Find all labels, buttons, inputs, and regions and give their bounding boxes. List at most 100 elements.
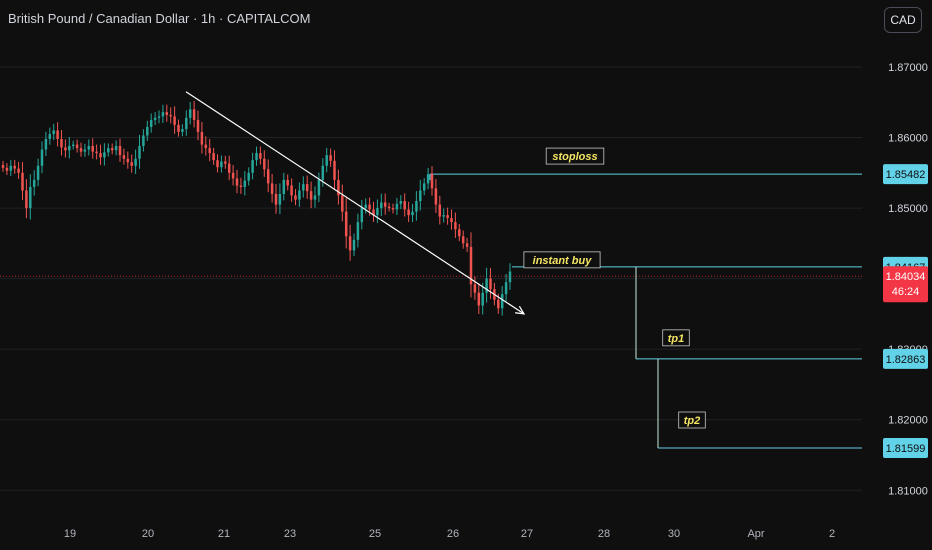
candle-body xyxy=(25,190,28,209)
candle-body xyxy=(321,165,325,180)
x-tick-label: 28 xyxy=(598,528,610,540)
candle-body xyxy=(407,209,410,216)
x-tick-label: 25 xyxy=(369,528,381,540)
candle-body xyxy=(114,146,118,151)
candle-body xyxy=(1,165,5,168)
candle-body xyxy=(200,131,204,145)
candle-body xyxy=(188,109,192,118)
candle-body xyxy=(489,278,492,290)
candle-body xyxy=(376,208,379,216)
candle-body xyxy=(161,112,165,117)
currency-button[interactable]: CAD xyxy=(884,7,922,33)
candle-body xyxy=(270,183,274,194)
price-tag-label-tp1: 1.82863 xyxy=(886,354,926,366)
price-countdown: 46:24 xyxy=(892,286,920,298)
candle-body xyxy=(196,119,200,132)
candle-body xyxy=(255,153,258,161)
candle-body xyxy=(208,148,211,154)
y-tick-label: 1.85000 xyxy=(888,203,928,215)
candle-body xyxy=(434,188,438,205)
candle-body xyxy=(454,222,457,230)
candle-body xyxy=(411,211,414,216)
candle-body xyxy=(294,195,297,200)
candle-body xyxy=(107,148,110,153)
x-tick-label: 20 xyxy=(142,528,154,540)
candle-body xyxy=(21,172,24,191)
candle-body xyxy=(426,174,430,184)
candle-body xyxy=(391,208,395,210)
candle-body xyxy=(372,209,375,216)
candle-body xyxy=(387,206,391,209)
x-tick-label: 27 xyxy=(521,528,533,540)
candle-body xyxy=(99,153,102,158)
candle-body xyxy=(278,193,282,205)
candle-body xyxy=(458,229,461,237)
candle-body xyxy=(204,144,208,149)
candle-body xyxy=(360,208,364,223)
candle-body xyxy=(212,153,215,161)
candle-body xyxy=(298,190,301,200)
candle-body xyxy=(344,211,348,237)
candle-body xyxy=(87,146,91,150)
candle-body xyxy=(485,278,488,293)
candle-body xyxy=(60,138,63,148)
candle-body xyxy=(465,243,469,247)
candle-body xyxy=(380,202,383,209)
candle-body xyxy=(469,246,473,285)
candle-body xyxy=(313,195,317,200)
candle-body xyxy=(146,126,149,136)
candle-body xyxy=(352,239,356,251)
candle-body xyxy=(477,292,481,306)
candle-body xyxy=(419,190,422,202)
candle-body xyxy=(325,155,328,166)
candle-body xyxy=(383,202,387,207)
trendline-arrow-icon xyxy=(514,305,526,315)
candle-body xyxy=(216,160,219,168)
candle-body xyxy=(165,112,169,115)
candle-body xyxy=(368,204,371,210)
price-tag-stoploss xyxy=(883,164,928,185)
candle-body xyxy=(118,146,122,156)
x-tick-label: 21 xyxy=(218,528,230,540)
candle-body xyxy=(9,165,13,171)
candle-body xyxy=(317,179,321,196)
candle-body xyxy=(497,299,500,309)
candle-body xyxy=(309,191,313,200)
candle-body xyxy=(446,215,449,218)
candle-body xyxy=(83,149,87,152)
candle-body xyxy=(149,119,153,127)
candle-body xyxy=(274,193,278,205)
candle-body xyxy=(442,215,445,217)
candle-body xyxy=(266,169,270,184)
annotation-tp1: tp1 xyxy=(668,333,685,345)
candle-body xyxy=(64,147,67,151)
candle-body xyxy=(333,160,336,180)
candle-body xyxy=(235,178,239,186)
y-tick-label: 1.86000 xyxy=(888,133,928,145)
candle-body xyxy=(110,148,114,151)
candle-body xyxy=(192,109,196,120)
candle-body xyxy=(142,135,145,147)
candle-body xyxy=(44,138,48,150)
candle-body xyxy=(13,165,16,169)
price-tag-label-tp2: 1.81599 xyxy=(886,443,926,455)
candle-body xyxy=(224,161,227,164)
annotation-box xyxy=(678,411,706,429)
price-tag-label-stoploss: 1.85482 xyxy=(886,169,926,181)
annotation-box xyxy=(662,329,690,347)
candle-body xyxy=(251,160,254,173)
candle-body xyxy=(341,195,344,212)
candle-body xyxy=(481,292,484,306)
candle-body xyxy=(329,155,332,161)
x-tick-label: 30 xyxy=(668,528,680,540)
candle-body xyxy=(48,134,52,139)
candle-body xyxy=(286,179,289,186)
candle-body xyxy=(130,162,133,166)
current-price-tag xyxy=(883,266,928,303)
annotation-tp2: tp2 xyxy=(684,415,701,427)
candle-body xyxy=(32,179,36,187)
candle-body xyxy=(239,185,243,187)
annotation-instant-buy: instant buy xyxy=(533,255,593,267)
candle-body xyxy=(36,165,40,180)
